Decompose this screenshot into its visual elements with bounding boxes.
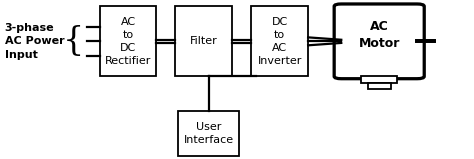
Text: AC
Motor: AC Motor [358, 20, 400, 50]
Text: Filter: Filter [190, 36, 218, 46]
Text: {: { [63, 25, 84, 57]
Bar [361, 76, 397, 83]
Bar [100, 6, 156, 76]
Bar [175, 6, 232, 76]
Text: 3-phase
AC Power
Input: 3-phase AC Power Input [5, 23, 64, 59]
Bar [251, 6, 308, 76]
Bar [178, 111, 239, 156]
Bar [368, 83, 391, 89]
Text: User
Interface: User Interface [183, 122, 234, 145]
Text: DC
to
AC
Inverter: DC to AC Inverter [257, 17, 302, 66]
Text: AC
to
DC
Rectifier: AC to DC Rectifier [105, 17, 151, 66]
FancyBboxPatch shape [334, 4, 424, 79]
